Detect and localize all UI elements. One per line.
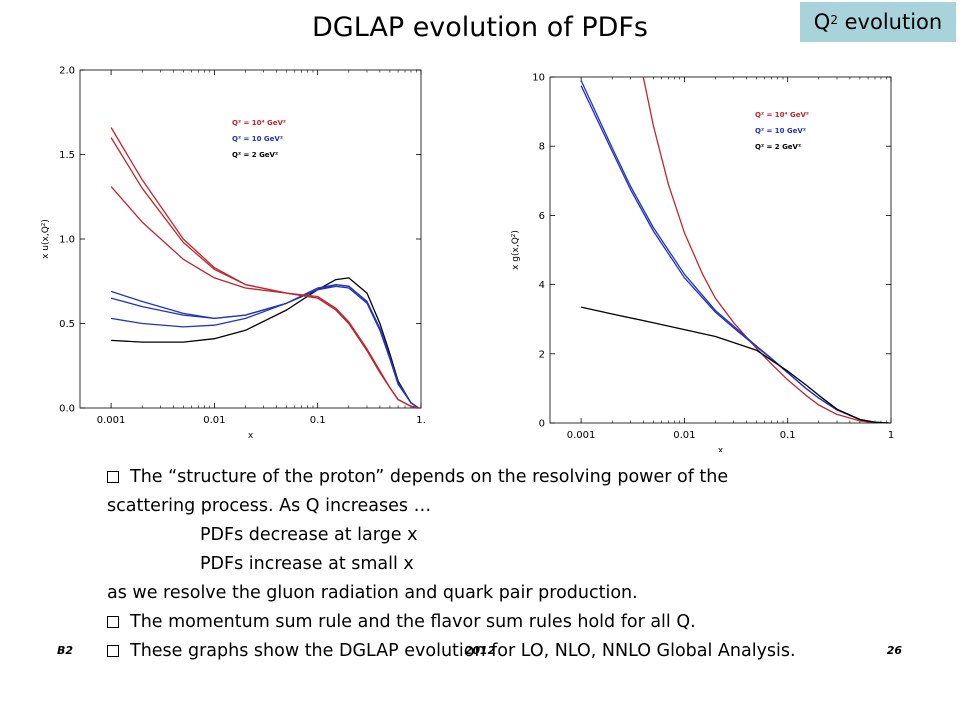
plot-frame — [549, 76, 892, 424]
legend-entry: Q² = 10⁴ GeV² — [232, 119, 286, 127]
body-line-text: PDFs increase at small x — [200, 554, 414, 574]
x-tick-label: 0.01 — [673, 430, 695, 441]
y-tick-label: 0 — [539, 419, 545, 430]
body-line: PDFs decrease at large x — [107, 521, 907, 550]
checkbox-bullet-icon — [107, 645, 119, 657]
badge-q: Q — [813, 10, 831, 34]
series-line — [580, 80, 889, 423]
y-axis-title: x u(x,Q²) — [41, 219, 51, 259]
y-tick-label: 0.0 — [59, 404, 75, 415]
y-tick-label: 6 — [539, 211, 545, 222]
body-line: scattering process. As Q increases … — [107, 492, 907, 521]
u-quark-pdf-chart: 0.001 0.01 0.1 1. 0.0 0.5 1.0 1.5 2.0 x x u(x,Q²) Q… — [41, 66, 426, 442]
slide-body: The “structure of the proton” depends on… — [107, 463, 907, 666]
series-line — [110, 283, 420, 408]
body-line: The “structure of the proton” depends on… — [107, 463, 907, 492]
legend-entry: Q² = 10⁴ GeV² — [755, 111, 809, 119]
x-tick-label: 1 — [888, 430, 894, 441]
slide-title: DGLAP evolution of PDFs — [311, 12, 648, 43]
body-line: These graphs show the DGLAP evolution fo… — [107, 637, 907, 666]
body-line: PDFs increase at small x — [107, 550, 907, 579]
body-line-text: PDFs decrease at large x — [200, 525, 418, 545]
body-line-text: scattering process. As Q increases … — [107, 496, 432, 516]
checkbox-bullet-icon — [107, 616, 119, 628]
legend-entry: Q² = 2 GeV² — [232, 151, 278, 159]
body-line-text: The momentum sum rule and the flavor sum… — [130, 612, 696, 632]
y-tick-label: 0.5 — [59, 319, 75, 330]
y-tick-label: 4 — [539, 280, 545, 291]
body-line-text: as we resolve the gluon radiation and qu… — [107, 583, 638, 603]
legend-entry: Q² = 2 GeV² — [755, 143, 801, 151]
x-tick-label: 0.1 — [780, 430, 796, 441]
y-tick-label: 1.0 — [59, 235, 75, 246]
footer-page-number: 26 — [886, 644, 902, 657]
series-group — [580, 77, 889, 423]
body-line-text: These graphs show the DGLAP evolution fo… — [130, 641, 796, 661]
y-tick-label: 8 — [539, 142, 545, 153]
series-line — [580, 306, 889, 423]
y-axis-title: x g(x,Q²) — [511, 230, 521, 270]
body-line: The momentum sum rule and the flavor sum… — [107, 608, 907, 637]
y-tick-label: 1.5 — [59, 150, 75, 161]
checkbox-bullet-icon — [107, 471, 119, 483]
x-tick-label: 0.001 — [567, 430, 596, 441]
body-line: as we resolve the gluon radiation and qu… — [107, 579, 907, 608]
series-line — [110, 283, 420, 408]
x-tick-label: 1. — [416, 415, 426, 426]
y-tick-label: 2.0 — [59, 66, 75, 77]
series-line — [110, 186, 419, 408]
legend-entry: Q² = 10 GeV² — [755, 127, 806, 135]
y-tick-label: 2 — [539, 349, 545, 360]
x-axis-title: x — [248, 431, 254, 441]
x-tick-label: 0.1 — [310, 415, 326, 426]
footer-center: 2012 — [464, 644, 496, 657]
series-line — [580, 85, 889, 423]
footer-left: B2 — [57, 644, 74, 657]
y-tick-label: 10 — [532, 73, 545, 84]
x-axis-title: x — [718, 446, 724, 452]
badge-rest: evolution — [837, 10, 943, 34]
body-line-text: The “structure of the proton” depends on… — [130, 467, 729, 487]
x-tick-label: 0.001 — [97, 415, 126, 426]
badge-superscript: 2 — [830, 13, 838, 27]
series-line — [642, 77, 889, 423]
series-group — [110, 127, 420, 408]
series-line — [110, 137, 419, 408]
x-tick-label: 0.01 — [203, 415, 225, 426]
series-line — [111, 277, 420, 408]
legend-entry: Q² = 10 GeV² — [232, 135, 283, 143]
series-line — [110, 127, 419, 408]
